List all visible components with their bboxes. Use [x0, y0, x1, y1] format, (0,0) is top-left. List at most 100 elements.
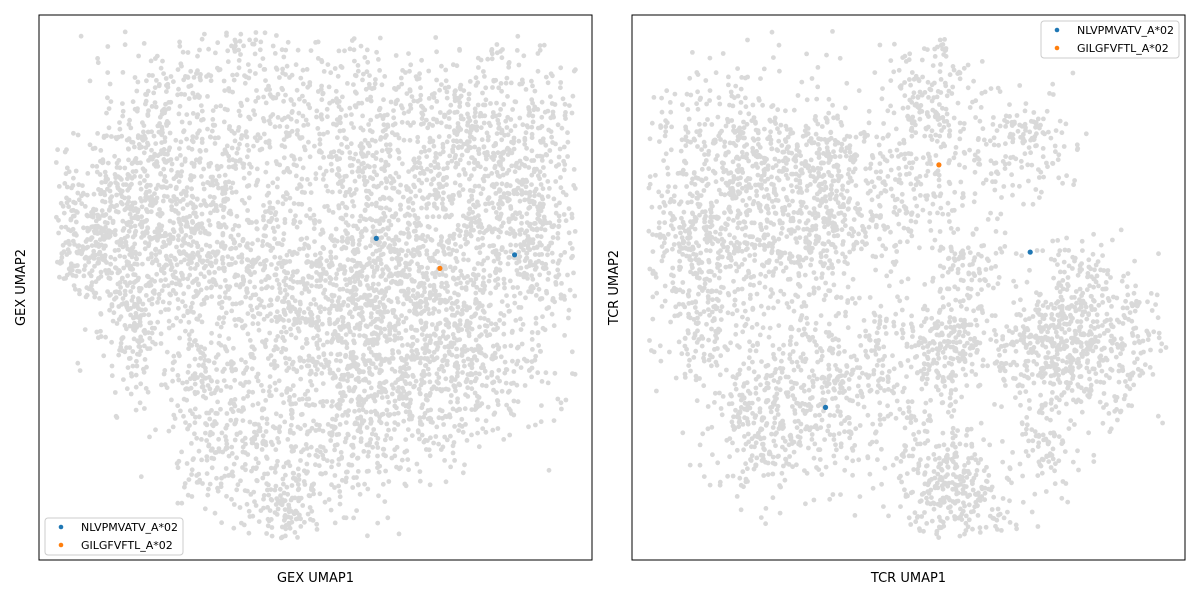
background-cell — [339, 314, 345, 320]
background-cell — [200, 117, 206, 122]
background-cell — [184, 185, 190, 191]
background-cell — [492, 165, 498, 171]
background-cell — [194, 240, 200, 246]
background-cell — [406, 109, 411, 114]
background-cell — [302, 241, 308, 247]
background-cell — [539, 296, 545, 301]
background-cell — [433, 434, 439, 439]
background-cell — [355, 469, 361, 474]
background-cell — [71, 175, 76, 181]
background-cell — [292, 306, 298, 312]
background-cell — [496, 189, 502, 194]
background-cell — [332, 447, 337, 453]
background-cell — [366, 300, 372, 306]
background-cell — [119, 194, 125, 200]
background-cell — [160, 198, 166, 204]
background-cell — [160, 58, 165, 64]
background-cell — [229, 308, 235, 314]
background-cell — [98, 311, 104, 317]
background-cell — [530, 276, 536, 282]
background-cell — [305, 388, 311, 394]
background-cell — [171, 229, 177, 235]
background-cell — [488, 101, 493, 106]
background-cell — [107, 293, 112, 298]
background-cell — [225, 59, 231, 65]
background-cell — [355, 260, 360, 266]
background-cell — [491, 258, 497, 264]
background-cell — [287, 284, 292, 290]
background-cell — [365, 261, 371, 267]
background-cell — [158, 341, 164, 346]
background-cell — [274, 319, 280, 324]
background-cell — [242, 323, 248, 328]
background-cell — [110, 318, 116, 324]
background-cell — [380, 217, 386, 223]
background-cell — [215, 40, 221, 46]
background-cell — [373, 77, 378, 82]
background-cell — [64, 195, 69, 201]
background-cell — [470, 271, 476, 277]
background-cell — [190, 202, 196, 207]
background-cell — [335, 317, 341, 323]
background-cell — [377, 205, 383, 211]
background-cell — [334, 432, 340, 438]
background-cell — [117, 269, 122, 274]
background-cell — [501, 276, 507, 282]
background-cell — [553, 280, 559, 285]
background-cell — [413, 228, 418, 234]
background-cell — [177, 146, 182, 152]
background-cell — [138, 334, 144, 340]
background-cell — [347, 105, 353, 111]
background-cell — [371, 306, 377, 311]
background-cell — [434, 99, 440, 104]
background-cell — [417, 390, 423, 396]
background-cell — [572, 229, 578, 234]
background-cell — [530, 119, 536, 125]
background-cell — [417, 436, 422, 442]
background-cell — [140, 166, 146, 172]
background-cell — [167, 300, 172, 306]
background-cell — [428, 407, 434, 413]
background-cell — [184, 136, 190, 142]
background-cell — [460, 429, 466, 435]
background-cell — [506, 60, 512, 65]
background-cell — [199, 221, 205, 227]
background-cell — [546, 127, 552, 133]
background-cell — [198, 77, 203, 83]
background-cell — [350, 361, 356, 367]
background-cell — [422, 285, 427, 291]
background-cell — [559, 406, 564, 412]
background-cell — [136, 344, 142, 349]
background-cell — [535, 153, 540, 159]
background-cell — [478, 221, 484, 227]
background-cell — [393, 53, 399, 58]
background-cell — [185, 224, 191, 229]
background-cell — [401, 418, 407, 424]
background-cell — [513, 210, 518, 216]
background-cell — [408, 62, 414, 68]
background-cell — [461, 251, 466, 257]
background-cell — [311, 418, 316, 424]
background-cell — [137, 251, 142, 257]
background-cell — [112, 204, 117, 210]
background-cell — [228, 211, 234, 217]
background-cell — [452, 290, 457, 296]
background-cell — [107, 182, 112, 188]
background-cell — [337, 501, 343, 507]
background-cell — [148, 209, 154, 215]
background-cell — [389, 256, 395, 262]
background-cell — [188, 68, 194, 74]
background-cell — [419, 422, 425, 427]
background-cell — [481, 230, 487, 236]
background-cell — [237, 141, 242, 147]
background-cell — [178, 318, 184, 324]
background-cell — [483, 329, 489, 334]
background-cell — [208, 78, 214, 84]
background-cell — [340, 184, 345, 190]
background-cell — [141, 312, 147, 318]
background-cell — [313, 387, 319, 393]
background-cell — [340, 178, 346, 184]
background-cell — [112, 289, 118, 295]
background-cell — [431, 440, 436, 446]
background-cell — [141, 123, 147, 128]
